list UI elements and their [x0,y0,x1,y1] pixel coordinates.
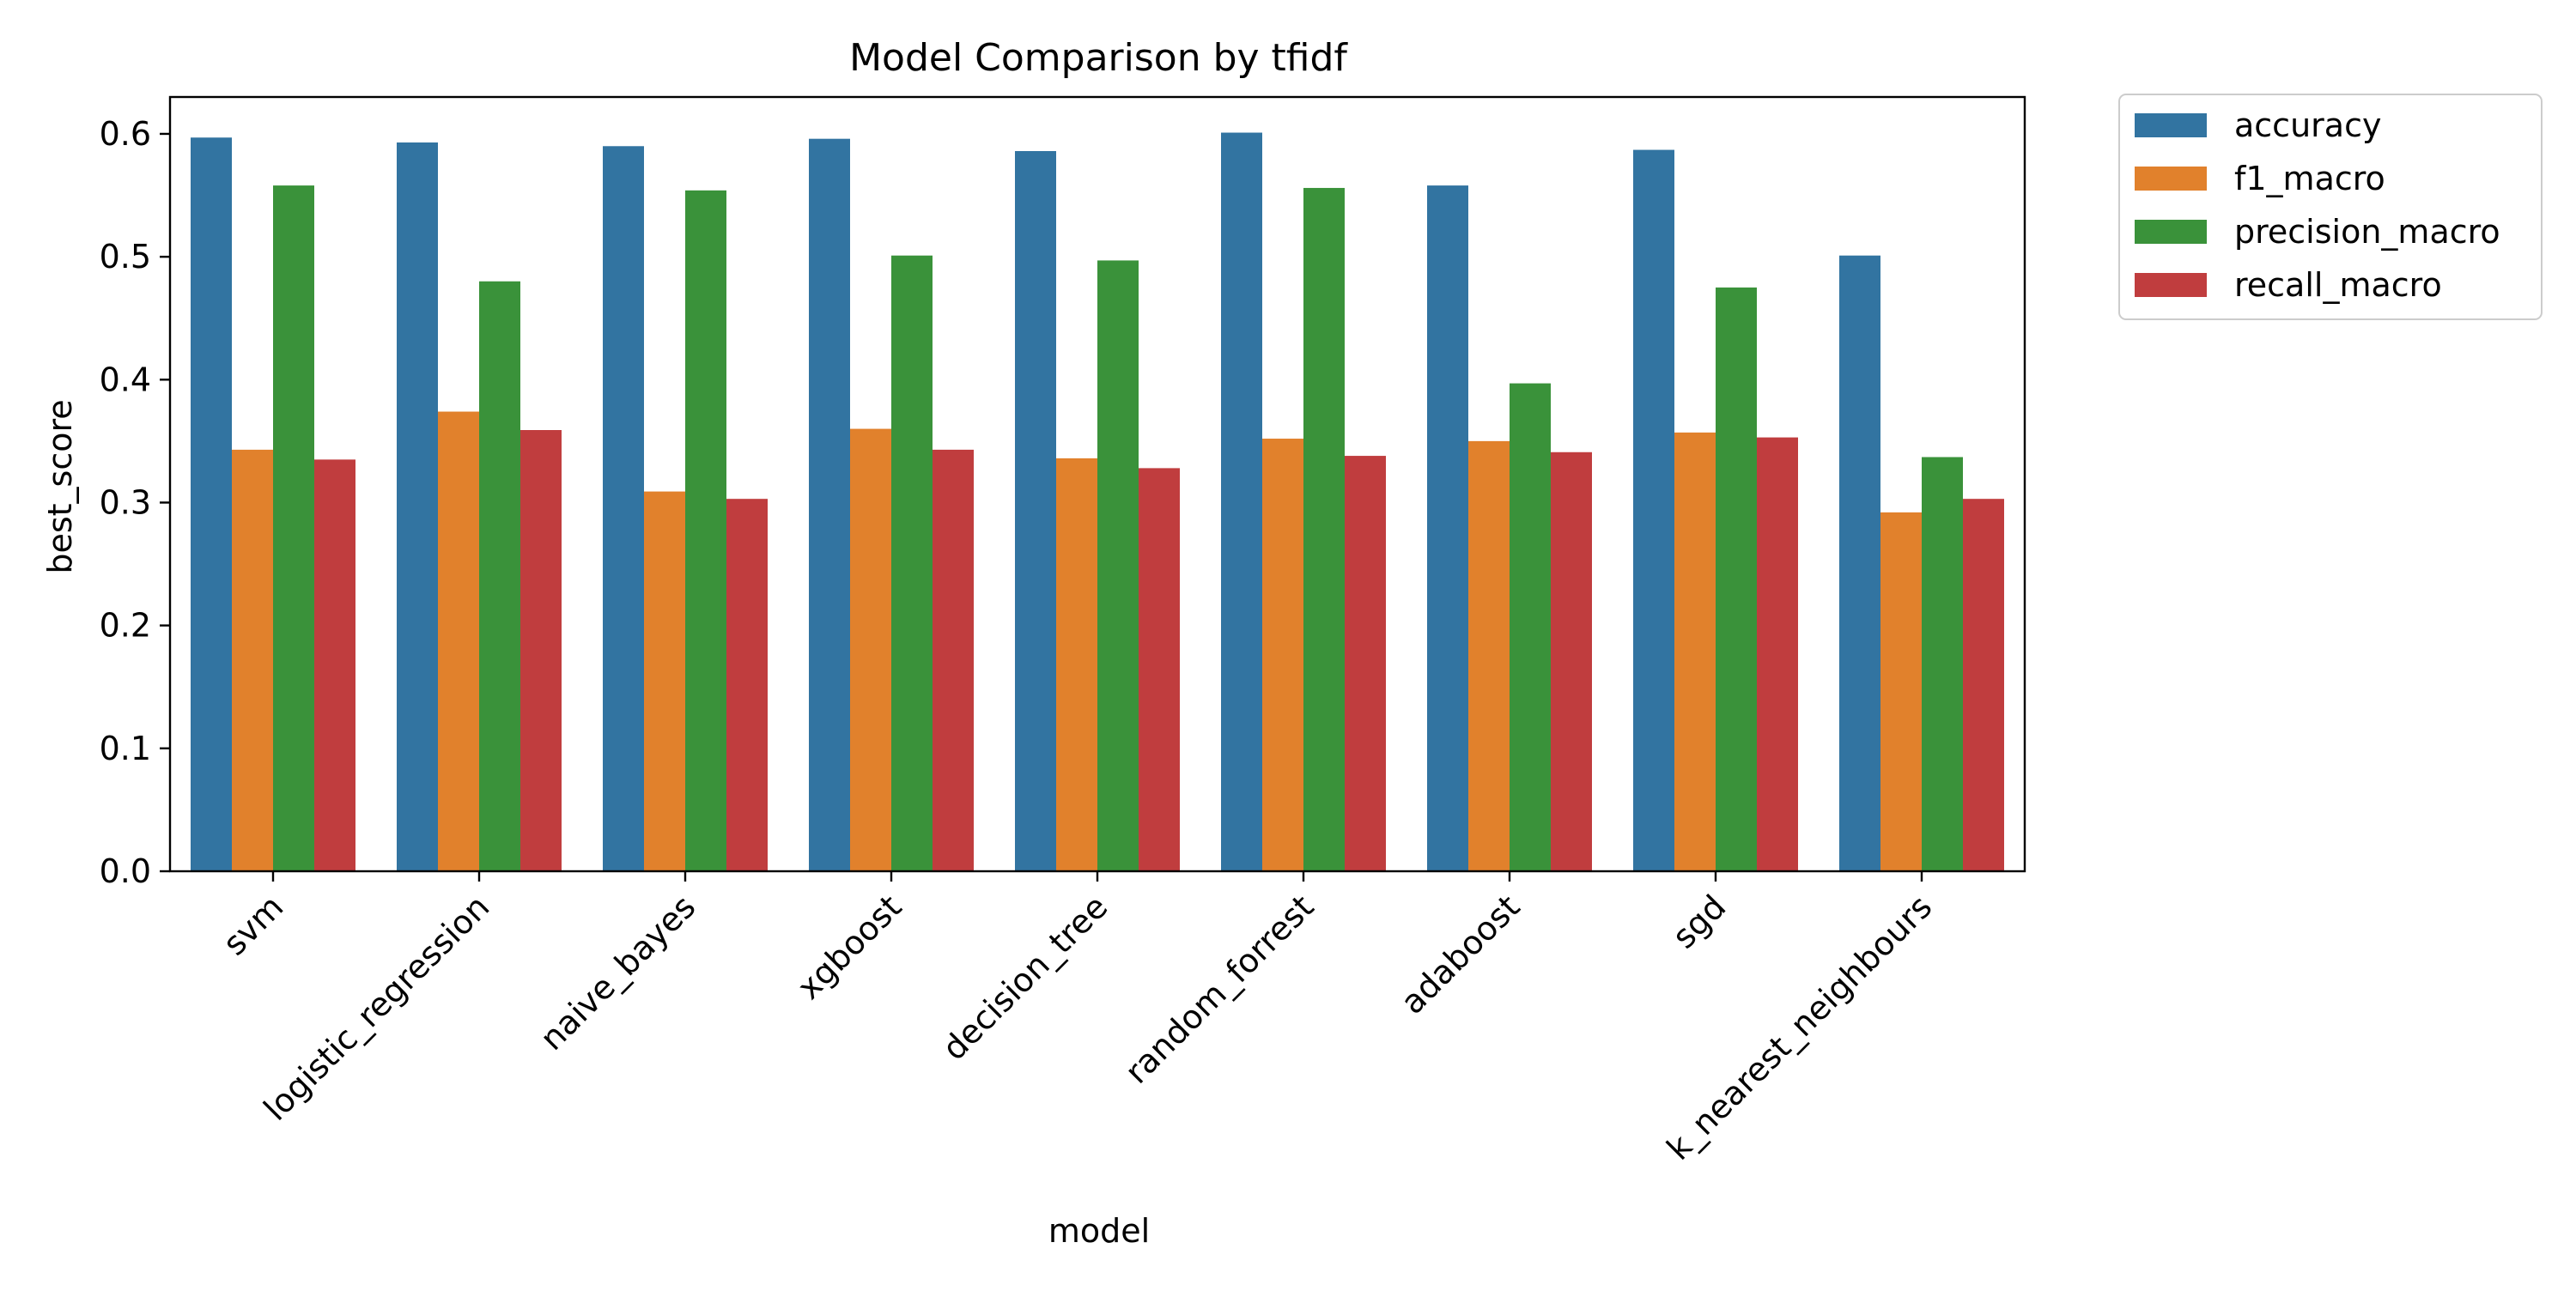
bar-recall_macro-logistic_regression [520,430,562,871]
bar-accuracy-svm [191,137,232,871]
legend-box [2118,94,2543,320]
bar-f1_macro-random_forrest [1262,439,1303,871]
x-tick-label-logistic_regression: logistic_regression [257,888,497,1128]
x-tick-label-random_forrest: random_forrest [1118,888,1321,1091]
bar-precision_macro-svm [273,185,314,872]
y-axis-label: best_score [41,399,79,573]
bar-precision_macro-sgd [1716,287,1757,871]
x-tick-label-xgboost: xgboost [790,888,909,1007]
bar-precision_macro-k_nearest_neighbours [1922,457,1963,871]
bar-f1_macro-naive_bayes [644,491,685,871]
bar-recall_macro-adaboost [1551,452,1592,871]
bar-accuracy-decision_tree [1015,151,1056,871]
bar-f1_macro-logistic_regression [438,411,479,871]
y-tick-label: 0.1 [100,730,151,767]
bar-f1_macro-k_nearest_neighbours [1880,512,1922,871]
bar-accuracy-xgboost [809,138,850,871]
bar-recall_macro-sgd [1757,437,1798,871]
x-tick-label-naive_bayes: naive_bayes [532,888,702,1058]
x-axis-label: model [1048,1212,1150,1250]
y-tick-label: 0.3 [100,483,151,521]
bar-recall_macro-svm [314,459,355,871]
bar-accuracy-naive_bayes [603,146,644,871]
legend-swatch-precision_macro [2135,220,2207,244]
y-tick-label: 0.6 [100,115,151,153]
bar-precision_macro-logistic_regression [479,281,520,871]
bar-accuracy-random_forrest [1221,132,1262,871]
y-tick-label: 0.0 [100,852,151,890]
x-tick-label-decision_tree: decision_tree [935,888,1115,1067]
x-tick-label-sgd: sgd [1665,888,1733,955]
legend-label-precision_macro: precision_macro [2234,213,2500,251]
bar-precision_macro-adaboost [1510,383,1551,872]
bar-recall_macro-k_nearest_neighbours [1963,499,2004,871]
legend-swatch-accuracy [2135,113,2207,137]
y-tick-label: 0.2 [100,607,151,645]
bar-recall_macro-naive_bayes [726,499,768,871]
y-tick-label: 0.4 [100,361,151,398]
bar-accuracy-logistic_regression [397,142,438,872]
y-axis: 0.0 0.1 0.2 0.3 0.4 0.5 0.6 [100,115,170,890]
bar-f1_macro-xgboost [850,428,891,871]
bar-f1_macro-svm [232,449,273,871]
bar-recall_macro-random_forrest [1345,456,1386,871]
legend: accuracy f1_macro precision_macro recall_ma… [2118,94,2543,320]
bar-f1_macro-sgd [1674,432,1716,871]
bar-recall_macro-xgboost [933,449,974,871]
legend-label-accuracy: accuracy [2234,106,2381,144]
legend-swatch-f1_macro [2135,167,2207,191]
bar-precision_macro-decision_tree [1097,260,1139,871]
bar-accuracy-adaboost [1427,185,1468,872]
bar-precision_macro-naive_bayes [685,190,726,871]
x-tick-label-adaboost: adaboost [1394,888,1528,1021]
legend-label-recall_macro: recall_macro [2234,266,2442,304]
bar-accuracy-k_nearest_neighbours [1839,255,1880,871]
chart-title: Model Comparison by tfidf [849,36,1348,80]
bar-accuracy-sgd [1633,149,1674,871]
bar-precision_macro-random_forrest [1303,187,1345,871]
bar-recall_macro-decision_tree [1139,468,1180,871]
bar-f1_macro-decision_tree [1056,458,1097,871]
y-tick-label: 0.5 [100,238,151,276]
legend-swatch-recall_macro [2135,273,2207,297]
x-tick-label-svm: svm [216,888,290,962]
plot-area [168,95,2026,873]
bar-precision_macro-xgboost [891,255,933,871]
bar-f1_macro-adaboost [1468,440,1510,871]
legend-label-f1_macro: f1_macro [2234,160,2385,197]
